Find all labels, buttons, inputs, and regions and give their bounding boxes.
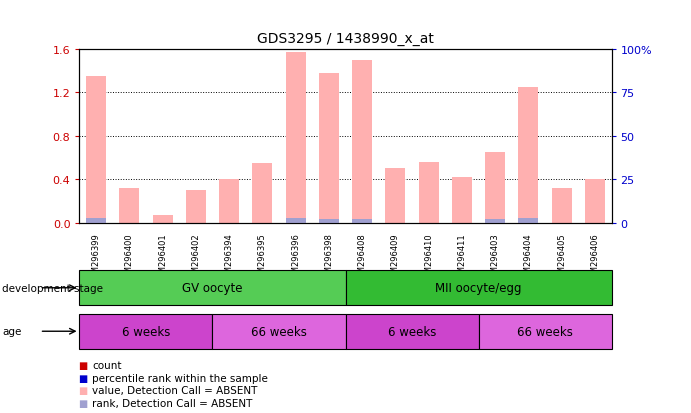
Bar [285,53,305,223]
Text: value, Detection Call = ABSENT: value, Detection Call = ABSENT [92,385,257,395]
Bar [212,314,346,349]
Bar [285,219,305,223]
Bar [153,216,173,223]
Bar [485,220,505,223]
Text: rank, Detection Call = ABSENT: rank, Detection Call = ABSENT [92,398,252,408]
Bar [86,219,106,223]
Bar [346,314,478,349]
Bar [219,180,239,223]
Text: 66 weeks: 66 weeks [517,325,573,338]
Bar [551,188,571,223]
Bar [186,190,206,223]
Bar [79,271,346,306]
Bar [120,188,140,223]
Bar [419,162,439,223]
Bar [319,220,339,223]
Text: ■: ■ [78,361,88,370]
Bar [352,60,372,223]
Bar [452,178,472,223]
Text: 6 weeks: 6 weeks [122,325,170,338]
Title: GDS3295 / 1438990_x_at: GDS3295 / 1438990_x_at [257,32,434,46]
Bar [518,219,538,223]
Bar [79,314,212,349]
Bar [352,220,372,223]
Text: GV oocyte: GV oocyte [182,282,243,294]
Bar [478,314,612,349]
Bar [386,169,406,223]
Text: 6 weeks: 6 weeks [388,325,436,338]
Bar [346,271,612,306]
Text: MII oocyte/egg: MII oocyte/egg [435,282,522,294]
Text: count: count [92,361,122,370]
Bar [319,74,339,223]
Bar [252,164,272,223]
Bar [485,152,505,223]
Text: age: age [2,326,21,337]
Bar [585,180,605,223]
Bar [86,77,106,223]
Bar [518,88,538,223]
Text: ■: ■ [78,373,88,383]
Text: ■: ■ [78,385,88,395]
Text: 66 weeks: 66 weeks [251,325,307,338]
Text: ■: ■ [78,398,88,408]
Text: development stage: development stage [2,283,103,293]
Text: percentile rank within the sample: percentile rank within the sample [92,373,268,383]
